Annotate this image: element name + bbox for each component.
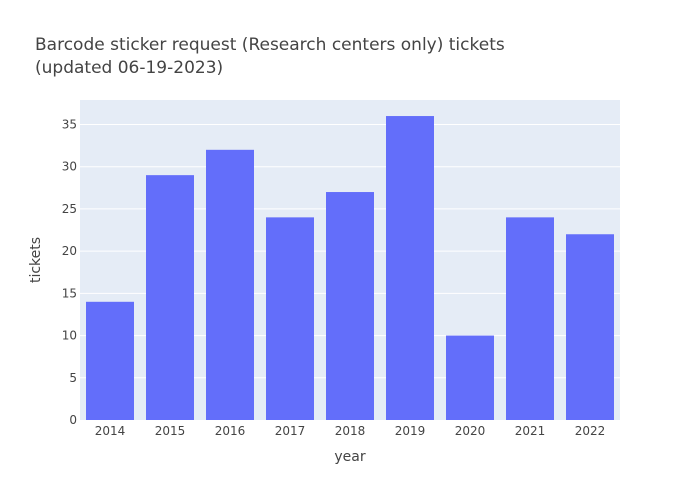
y-tick-label: 0 xyxy=(69,413,77,427)
bars xyxy=(86,116,614,421)
bar-2014[interactable] xyxy=(86,301,134,420)
x-tick-label: 2018 xyxy=(335,424,366,438)
bar-2017[interactable] xyxy=(266,217,314,420)
y-tick-label: 30 xyxy=(62,160,77,174)
bar-2016[interactable] xyxy=(206,149,254,420)
y-axis-ticks: 0 5 10 15 20 25 30 35 xyxy=(62,117,77,427)
y-tick-label: 15 xyxy=(62,286,77,300)
bar-2020[interactable] xyxy=(446,335,494,420)
x-tick-label: 2019 xyxy=(395,424,426,438)
y-axis-title: tickets xyxy=(28,237,44,283)
x-tick-label: 2020 xyxy=(455,424,486,438)
chart-title-line-1: Barcode sticker request (Research center… xyxy=(35,35,505,55)
y-tick-label: 25 xyxy=(62,202,77,216)
bar-2019[interactable] xyxy=(386,116,434,421)
x-tick-label: 2021 xyxy=(515,424,546,438)
x-tick-label: 2016 xyxy=(215,424,246,438)
y-tick-label: 10 xyxy=(62,329,77,343)
x-tick-label: 2014 xyxy=(95,424,126,438)
y-tick-label: 35 xyxy=(62,117,77,131)
x-tick-label: 2022 xyxy=(575,424,606,438)
x-axis-title: year xyxy=(334,449,365,465)
bar-2018[interactable] xyxy=(326,192,374,420)
chart-title-line-2: (updated 06-19-2023) xyxy=(35,58,223,78)
bar-2022[interactable] xyxy=(566,234,614,420)
y-tick-label: 20 xyxy=(62,244,77,258)
x-axis-ticks: 2014 2015 2016 2017 2018 2019 2020 2021 2022 xyxy=(95,424,606,438)
y-tick-label: 5 xyxy=(69,371,77,385)
bar-2015[interactable] xyxy=(146,175,194,420)
bar-2021[interactable] xyxy=(506,217,554,420)
x-tick-label: 2015 xyxy=(155,424,186,438)
x-tick-label: 2017 xyxy=(275,424,306,438)
